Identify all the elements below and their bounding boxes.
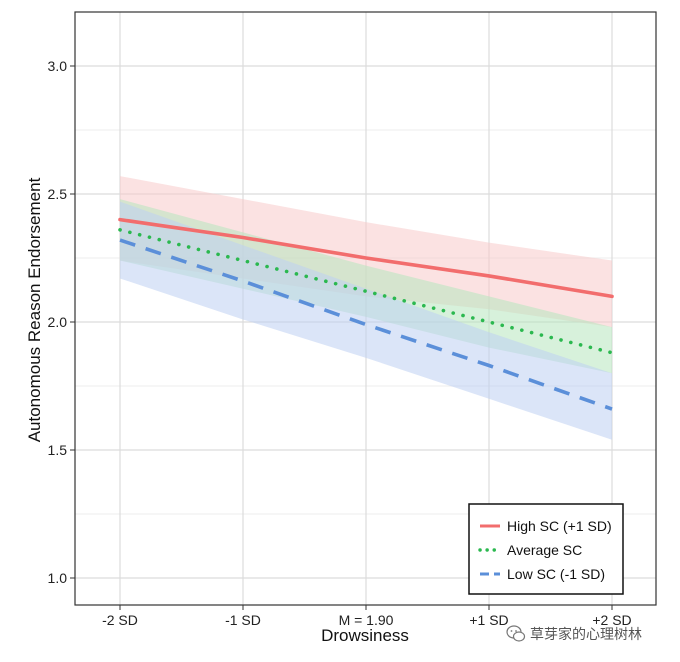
y-tick-label: 3.0 [48, 58, 68, 74]
series-lines [118, 217, 614, 411]
x-tick-label: +2 SD [592, 612, 631, 628]
y-tick-label: 1.5 [48, 442, 68, 458]
watermark: 草芽家的心理树林 [506, 622, 674, 646]
series-line [118, 228, 614, 355]
legend-label: High SC (+1 SD) [507, 518, 612, 534]
confidence-band [120, 176, 612, 328]
y-tick-label: 1.0 [48, 570, 68, 586]
x-tick-label: +1 SD [469, 612, 508, 628]
confidence-band [120, 201, 612, 440]
legend: High SC (+1 SD) Average SC Low SC (-1 SD) [468, 503, 624, 595]
x-tick-label: M = 1.90 [339, 612, 394, 628]
x-tick-label: -2 SD [102, 612, 138, 628]
watermark-text: 草芽家的心理树林 [530, 627, 642, 643]
x-tick-label: -1 SD [225, 612, 261, 628]
y-tick-label: 2.5 [48, 186, 68, 202]
y-tick-labels: 1.0 1.5 2.0 2.5 3.0 [48, 58, 68, 586]
x-tick-labels: -2 SD -1 SD M = 1.90 +1 SD +2 SD [102, 612, 632, 628]
tick-marks [70, 65, 613, 610]
confidence-bands [120, 176, 612, 440]
x-axis-title: Drowsiness [321, 626, 409, 645]
legend-label: Low SC (-1 SD) [507, 566, 605, 582]
y-axis-title: Autonomous Reason Endorsement [25, 177, 44, 442]
legend-label: Average SC [507, 542, 582, 558]
series-line [119, 238, 613, 411]
y-tick-label: 2.0 [48, 314, 68, 330]
series-line [118, 217, 614, 299]
confidence-band [120, 199, 612, 374]
wechat-icon [506, 625, 526, 642]
